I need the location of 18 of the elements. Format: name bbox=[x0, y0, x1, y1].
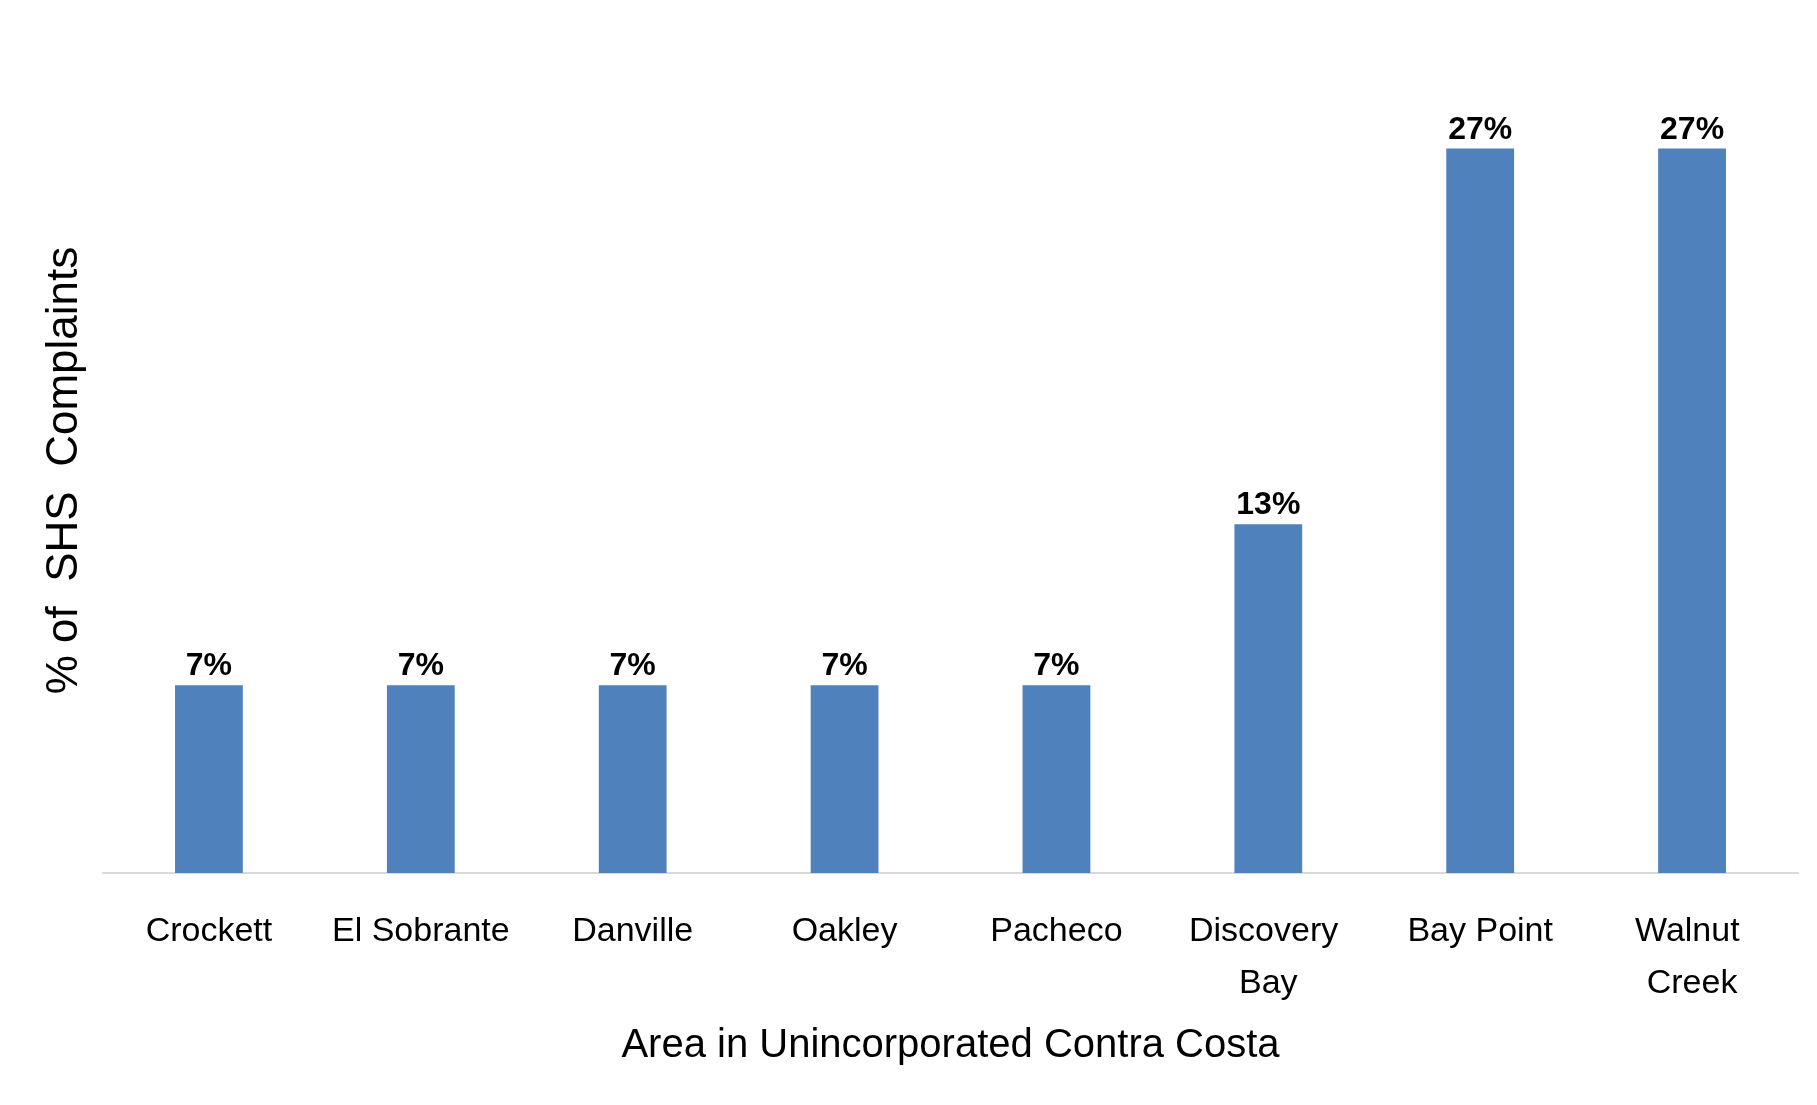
data-label: 7% bbox=[185, 646, 233, 683]
data-label: 27% bbox=[1448, 109, 1513, 146]
data-label: 7% bbox=[821, 646, 868, 683]
data-label: 13% bbox=[1236, 485, 1301, 522]
data-label: 7% bbox=[609, 646, 656, 683]
x-tick-label: Crockett bbox=[145, 910, 273, 948]
x-tick-label: Walnut Creek bbox=[1635, 910, 1750, 1000]
x-tick-label: Danville bbox=[572, 910, 694, 948]
x-tick-label: Pacheco bbox=[990, 910, 1123, 948]
data-label: 7% bbox=[397, 646, 444, 683]
data-label: 7% bbox=[1033, 646, 1080, 683]
y-axis-title: % of SHS Complaints bbox=[36, 246, 86, 695]
x-tick-label: El Sobrante bbox=[331, 910, 510, 948]
x-axis-title: Area in Unincorporated Contra Costa bbox=[621, 1021, 1281, 1065]
x-tick-label: Bay Point bbox=[1407, 910, 1554, 948]
x-tick-label: Oakley bbox=[791, 910, 898, 948]
x-tick-label: Discovery Bay bbox=[1188, 910, 1348, 1000]
data-label: 27% bbox=[1660, 109, 1725, 146]
